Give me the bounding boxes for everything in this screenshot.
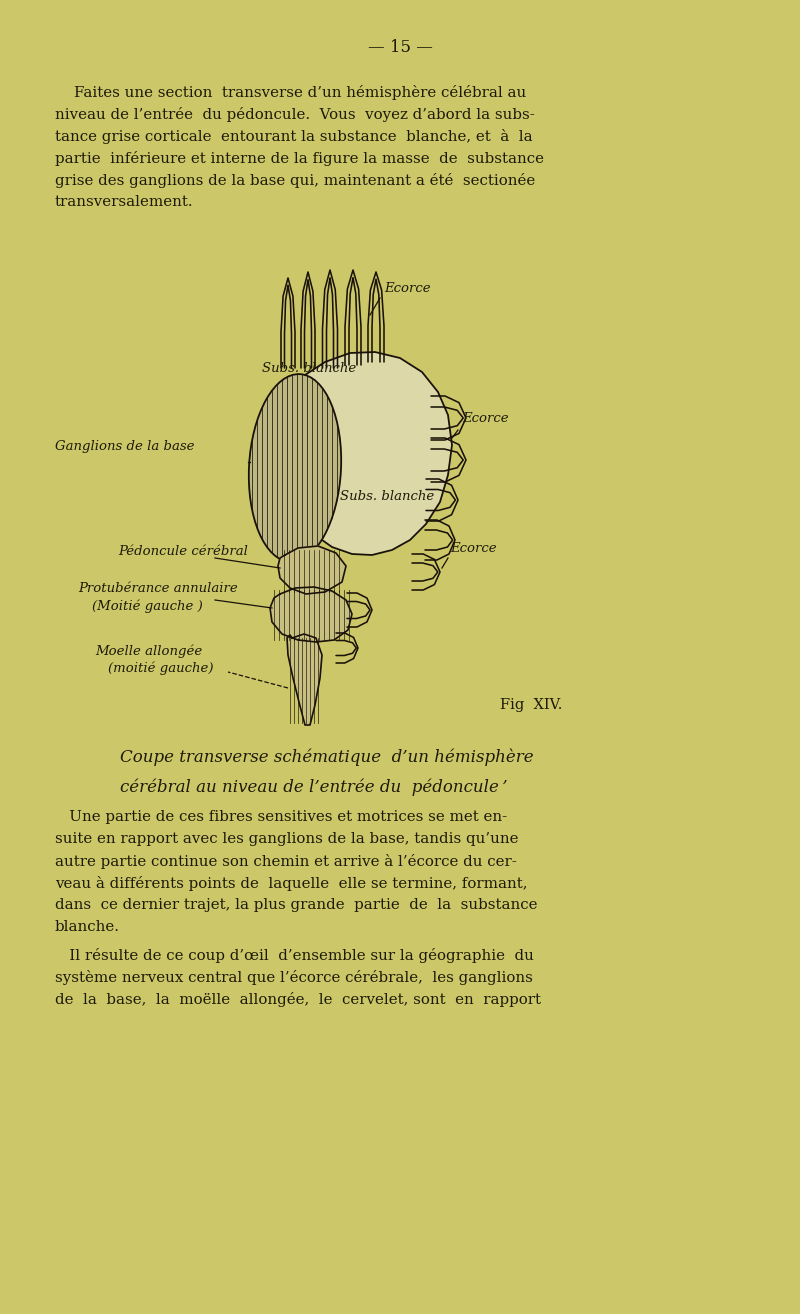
Text: Coupe transverse schématique  d’un hémisphère: Coupe transverse schématique d’un hémisp… — [120, 748, 534, 766]
Text: dans  ce dernier trajet, la plus grande  partie  de  la  substance: dans ce dernier trajet, la plus grande p… — [55, 897, 538, 912]
Text: Ecorce: Ecorce — [462, 413, 509, 424]
Text: de  la  base,  la  moëlle  allongée,  le  cervelet, sont  en  rapport: de la base, la moëlle allongée, le cerve… — [55, 992, 541, 1007]
Text: Subs. blanche: Subs. blanche — [262, 361, 356, 374]
Text: cérébral au niveau de l’entrée du  pédoncule ’: cérébral au niveau de l’entrée du pédonc… — [120, 778, 507, 795]
Text: blanche.: blanche. — [55, 920, 120, 934]
Text: Ecorce: Ecorce — [384, 283, 430, 296]
Text: tance grise corticale  entourant la substance  blanche, et  à  la: tance grise corticale entourant la subst… — [55, 129, 533, 145]
Text: Ecorce: Ecorce — [450, 541, 497, 555]
Text: Ganglions de la base: Ganglions de la base — [55, 440, 194, 453]
Text: suite en rapport avec les ganglions de la base, tandis qu’une: suite en rapport avec les ganglions de l… — [55, 832, 518, 846]
Polygon shape — [282, 352, 452, 555]
Text: veau à différents points de  laquelle  elle se termine, formant,: veau à différents points de laquelle ell… — [55, 876, 527, 891]
Text: Fig  XIV.: Fig XIV. — [500, 698, 562, 712]
Text: Il résulte de ce coup d’œil  d’ensemble sur la géographie  du: Il résulte de ce coup d’œil d’ensemble s… — [55, 947, 534, 963]
Text: — 15 —: — 15 — — [367, 39, 433, 57]
Text: (Moitié gauche ): (Moitié gauche ) — [92, 599, 202, 614]
Text: niveau de l’entrée  du pédoncule.  Vous  voyez d’abord la subs-: niveau de l’entrée du pédoncule. Vous vo… — [55, 106, 534, 122]
Text: Moelle allongée: Moelle allongée — [95, 644, 202, 658]
Text: transversalement.: transversalement. — [55, 194, 194, 209]
Text: Protubérance annulaire: Protubérance annulaire — [78, 582, 238, 595]
Text: partie  inférieure et interne de la figure la masse  de  substance: partie inférieure et interne de la figur… — [55, 151, 544, 166]
Text: système nerveux central que l’écorce cérébrale,  les ganglions: système nerveux central que l’écorce cér… — [55, 970, 533, 986]
Text: Pédoncule cérébral: Pédoncule cérébral — [118, 545, 248, 558]
Text: Une partie de ces fibres sensitives et motrices se met en-: Une partie de ces fibres sensitives et m… — [55, 809, 507, 824]
Polygon shape — [278, 547, 346, 594]
Text: grise des ganglions de la base qui, maintenant a été  sectionée: grise des ganglions de la base qui, main… — [55, 173, 535, 188]
Ellipse shape — [249, 374, 341, 562]
Text: (moitié gauche): (moitié gauche) — [108, 661, 214, 675]
Polygon shape — [270, 587, 352, 643]
Text: Subs. blanche: Subs. blanche — [340, 490, 434, 503]
Polygon shape — [287, 633, 322, 725]
Text: autre partie continue son chemin et arrive à l’écorce du cer-: autre partie continue son chemin et arri… — [55, 854, 517, 869]
Text: Faites une section  transverse d’un hémisphère célébral au: Faites une section transverse d’un hémis… — [55, 85, 526, 100]
